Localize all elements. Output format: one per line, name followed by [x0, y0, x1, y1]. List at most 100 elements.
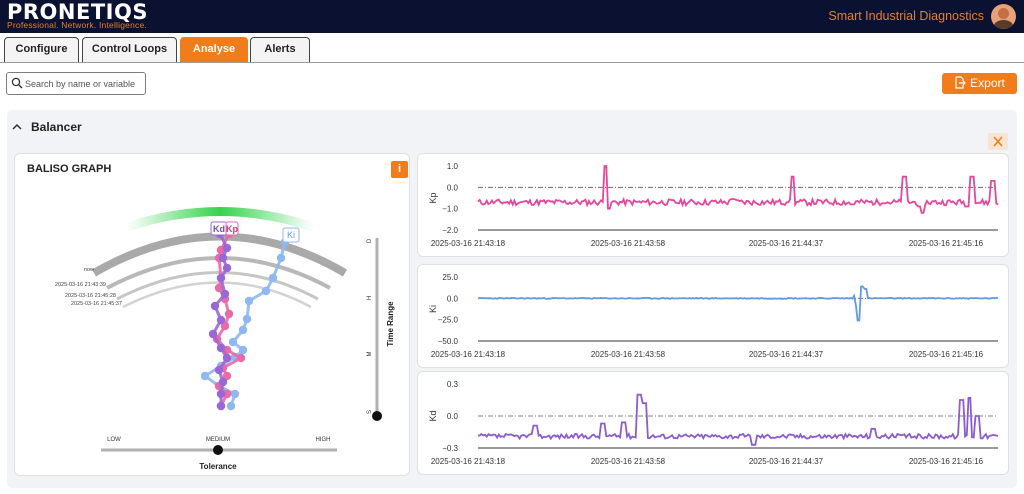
ring-2 — [116, 271, 319, 301]
kp-tag-label: Kp — [226, 224, 238, 234]
baliso-lines — [200, 229, 290, 411]
tab-configure[interactable]: Configure — [4, 37, 79, 62]
x-tick-label: 2025-03-16 21:44:37 — [749, 457, 824, 466]
tab-bar: Configure Control Loops Analyse Alerts — [0, 33, 1024, 63]
kd-point[interactable] — [214, 365, 224, 375]
x-tick-label: 2025-03-16 21:45:16 — [909, 239, 984, 248]
kp-tag — [225, 221, 239, 236]
kp-point[interactable] — [220, 321, 230, 331]
y-tick-label: 0.0 — [447, 294, 459, 303]
kd-chart-card: 0.3 0.0 −0.3 Kd 2025-03-16 21:43:18 2025-03-1… — [417, 371, 1009, 475]
x-tick-label: 2025-03-16 21:44:37 — [749, 350, 824, 359]
tolerance-medium: MEDIUM — [206, 437, 230, 443]
brand-logo[interactable]: PRONETIQS — [7, 0, 148, 24]
ki-point[interactable] — [238, 345, 248, 355]
ring-label-now: now — [84, 267, 94, 273]
kd-series-line — [477, 393, 999, 446]
time-range-thumb[interactable] — [372, 411, 382, 421]
kp-series-line — [477, 165, 999, 214]
kd-point[interactable] — [222, 263, 232, 273]
kd-point[interactable] — [208, 329, 218, 339]
y-axis-label: Kd — [428, 410, 438, 421]
kd-point[interactable] — [220, 289, 230, 299]
tab-alerts[interactable]: Alerts — [250, 37, 310, 62]
ring-label-2: 2025-03-16 21:45:28 — [65, 293, 116, 299]
y-tick-label: 0.0 — [447, 412, 459, 421]
ki-point[interactable] — [200, 371, 210, 381]
y-axis-label: Ki — [428, 305, 438, 313]
kp-chart-card: 1.0 0.0 −1.0 −2.0 Kp 2025-03-16 21:43:18 2025-… — [417, 153, 1009, 257]
user-avatar[interactable] — [991, 4, 1016, 29]
x-tick-label: 2025-03-16 21:43:18 — [431, 350, 506, 359]
kd-point[interactable] — [216, 273, 226, 283]
tab-analyse[interactable]: Analyse — [180, 37, 248, 62]
baliso-card: BALISO GRAPH i now 2025-03-16 21:43:39 2… — [14, 153, 410, 476]
ki-point[interactable] — [242, 314, 252, 324]
kd-point[interactable] — [216, 343, 226, 353]
ki-point[interactable] — [226, 401, 236, 411]
balancer-panel: Balancer BALISO GRAPH i now 202 — [7, 110, 1017, 488]
ki-point[interactable] — [238, 325, 248, 335]
kd-point[interactable] — [216, 401, 226, 411]
ring-3 — [122, 281, 312, 309]
baliso-graph: now 2025-03-16 21:43:39 2025-03-16 21:45… — [55, 207, 395, 471]
kd-point[interactable] — [216, 389, 226, 399]
y-tick-label: 0.0 — [447, 183, 459, 192]
y-tick-label: 0.3 — [447, 380, 459, 389]
ki-point[interactable] — [230, 389, 240, 399]
close-button[interactable] — [988, 133, 1008, 150]
y-tick-label: 1.0 — [447, 162, 459, 171]
kd-chart: 0.3 0.0 −0.3 Kd 2025-03-16 21:43:18 2025-03-1… — [428, 380, 999, 466]
tolerance-thumb[interactable] — [213, 445, 223, 455]
ki-point[interactable] — [268, 273, 278, 283]
kd-point[interactable] — [218, 253, 228, 263]
search-input[interactable] — [25, 75, 143, 92]
ki-series-line — [477, 285, 999, 322]
ki-point[interactable] — [244, 296, 254, 306]
search-icon — [11, 77, 23, 89]
kd-point[interactable] — [218, 377, 228, 387]
tab-control-loops[interactable]: Control Loops — [82, 37, 177, 62]
x-tick-label: 2025-03-16 21:43:18 — [431, 239, 506, 248]
close-icon — [993, 136, 1003, 147]
x-tick-label: 2025-03-16 21:43:18 — [431, 457, 506, 466]
app-header: PRONETIQS Professional. Network. Intelli… — [0, 0, 1024, 33]
x-tick-label: 2025-03-16 21:43:58 — [591, 239, 666, 248]
export-button[interactable]: Export — [942, 73, 1017, 94]
ki-point[interactable] — [228, 337, 238, 347]
kp-point[interactable] — [222, 389, 232, 399]
kp-point[interactable] — [236, 353, 246, 363]
tolerance-arc — [125, 207, 315, 232]
y-tick-label: 25.0 — [442, 273, 458, 282]
x-tick-label: 2025-03-16 21:43:58 — [591, 350, 666, 359]
time-range-tick-s: S — [367, 410, 373, 414]
tolerance-low: LOW — [107, 437, 121, 443]
x-tick-label: 2025-03-16 21:45:16 — [909, 350, 984, 359]
x-tick-label: 2025-03-16 21:45:16 — [909, 457, 984, 466]
ki-point[interactable] — [261, 286, 271, 296]
tolerance-label: Tolerance — [199, 462, 237, 471]
kp-point[interactable] — [214, 283, 224, 293]
kd-point[interactable] — [222, 243, 232, 253]
export-icon — [955, 76, 967, 89]
kp-point[interactable] — [224, 309, 234, 319]
y-tick-label: −1.0 — [442, 205, 458, 214]
app-title: Smart Industrial Diagnostics — [828, 9, 984, 23]
y-tick-label: −2.0 — [442, 226, 458, 235]
search-box — [6, 72, 146, 95]
brand-tagline: Professional. Network. Intelligence. — [7, 20, 147, 30]
section-title: Balancer — [31, 120, 82, 134]
kd-point[interactable] — [216, 315, 226, 325]
kd-point[interactable] — [210, 301, 220, 311]
ki-point[interactable] — [276, 253, 286, 263]
kp-point[interactable] — [222, 371, 232, 381]
info-button[interactable]: i — [391, 161, 408, 178]
y-tick-label: −25.0 — [438, 316, 459, 325]
y-tick-label: −50.0 — [438, 337, 459, 346]
y-tick-label: −0.3 — [442, 444, 458, 453]
x-tick-label: 2025-03-16 21:44:37 — [749, 239, 824, 248]
chevron-up-icon[interactable] — [11, 122, 23, 132]
kd-point[interactable] — [222, 353, 232, 363]
time-range-tick-h: H — [367, 296, 373, 300]
time-range-tick-d: D — [367, 238, 373, 243]
